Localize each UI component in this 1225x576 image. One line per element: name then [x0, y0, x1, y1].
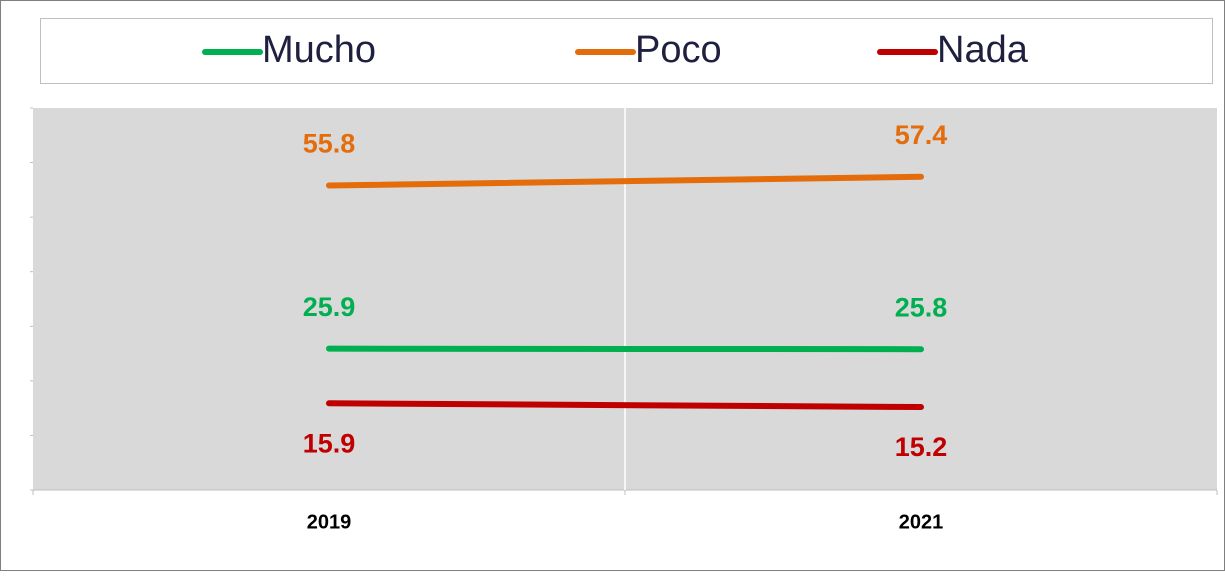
legend-label: Nada: [937, 29, 1029, 71]
data-label: 25.9: [303, 292, 356, 322]
data-label: 15.9: [303, 428, 356, 458]
x-tick-label: 2021: [899, 511, 944, 533]
series-line: [326, 345, 924, 353]
series-line: [326, 400, 924, 411]
data-label: 57.4: [895, 120, 948, 150]
data-label: 15.2: [895, 432, 948, 462]
legend-label: Poco: [635, 29, 722, 71]
data-label: 55.8: [303, 129, 356, 159]
series-line: [326, 173, 924, 189]
legend-label: Mucho: [262, 29, 376, 71]
data-label: 25.8: [895, 292, 948, 322]
x-tick-label: 2019: [307, 511, 352, 533]
